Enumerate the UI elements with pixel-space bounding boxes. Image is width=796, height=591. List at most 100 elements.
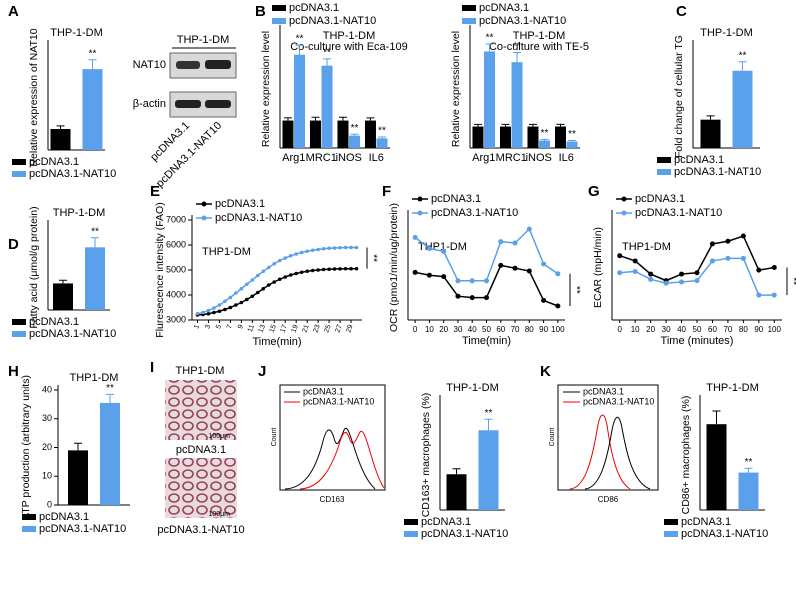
point xyxy=(212,306,216,310)
point xyxy=(250,294,255,299)
error-bar xyxy=(295,44,304,55)
error-bar xyxy=(350,133,359,136)
point xyxy=(228,295,233,300)
y-axis-label: Count xyxy=(271,428,278,447)
point xyxy=(288,273,293,277)
x-tick-label: iNOS xyxy=(336,152,362,164)
annotation: ** xyxy=(568,129,576,140)
legend-swatch xyxy=(664,531,678,537)
x-tick-label: 30 xyxy=(454,325,463,334)
x-tick-label: 25 xyxy=(323,324,332,334)
point xyxy=(617,270,623,276)
error-bar xyxy=(378,136,387,139)
y-tick-label: 0 xyxy=(47,499,52,509)
x-tick-label: 20 xyxy=(439,325,448,334)
legend-swatch xyxy=(462,5,476,11)
error-bar xyxy=(106,393,114,403)
annotation: ** xyxy=(91,226,99,237)
point xyxy=(771,265,777,270)
point xyxy=(245,297,249,302)
x-tick-label: 70 xyxy=(511,325,520,334)
error-bar xyxy=(568,139,577,142)
error-bar xyxy=(56,125,65,129)
legend-label: pcDNA3.1 xyxy=(29,156,79,168)
bar xyxy=(527,126,539,148)
x-tick-label: 40 xyxy=(468,325,477,334)
annotation: ** xyxy=(739,50,747,61)
point xyxy=(239,300,244,305)
panel-letter: A xyxy=(8,3,19,20)
annotation: ** xyxy=(570,286,581,294)
scale-bar: 100μm xyxy=(208,511,230,518)
x-tick-label: 20 xyxy=(646,325,655,334)
point xyxy=(541,261,547,267)
error-bar xyxy=(59,279,67,284)
point xyxy=(272,261,277,266)
x-tick-label: 30 xyxy=(662,325,671,334)
bar xyxy=(732,70,753,148)
panel-letter: K xyxy=(540,363,551,380)
x-axis-label: Time(min) xyxy=(252,336,301,348)
error-bar xyxy=(473,123,482,127)
legend-label: pcDNA3.1-NAT10 xyxy=(215,212,302,224)
bar xyxy=(484,51,496,148)
point xyxy=(316,247,320,252)
legend-label: pcDNA3.1 xyxy=(635,193,685,205)
x-tick-label: 0 xyxy=(413,325,418,334)
x-tick-label: iNOS xyxy=(526,152,552,164)
point xyxy=(663,280,669,286)
flow-histogram: J pcDNA3.1 pcDNA3.1-NAT10 CD163 Count xyxy=(258,363,386,504)
y-axis-label: Count xyxy=(549,428,556,447)
point xyxy=(332,267,337,271)
x-tick-label: 5 xyxy=(215,324,223,330)
chart-label: THP1-DM xyxy=(202,246,251,258)
x-tick-label: MRC1 xyxy=(496,152,527,164)
x-tick-label: 100 xyxy=(768,325,782,334)
y-tick-label: 6000 xyxy=(166,239,186,249)
y-tick-label: 4000 xyxy=(166,289,186,299)
error-bar xyxy=(744,467,753,473)
point xyxy=(212,310,216,315)
x-tick-label: 17 xyxy=(280,324,289,334)
error-bar xyxy=(452,468,461,475)
band xyxy=(205,60,231,69)
chart-subtitle: Co-culture with TE-5 xyxy=(489,41,589,53)
point xyxy=(234,291,238,295)
legend-swatch xyxy=(404,531,418,537)
legend-swatch xyxy=(12,159,26,165)
x-tick-label: 9 xyxy=(237,324,245,330)
micrograph-title: THP1-DM xyxy=(176,365,225,377)
legend-label: pcDNA3.1 xyxy=(681,516,731,528)
micrograph-label: pcDNA3.1 xyxy=(176,444,226,456)
error-bar xyxy=(484,418,493,431)
x-tick-label: 29 xyxy=(345,324,354,334)
annotation: ** xyxy=(89,48,97,59)
annotation: ** xyxy=(787,277,796,285)
legend-swatch xyxy=(462,18,476,24)
x-tick-label: 100 xyxy=(551,325,565,334)
panel-letter: J xyxy=(258,363,266,380)
legend-label: pcDNA3.1 xyxy=(674,154,724,166)
legend-swatch xyxy=(404,519,418,525)
error-bar xyxy=(501,123,510,127)
point xyxy=(771,292,777,298)
flow-curve xyxy=(299,430,385,490)
line xyxy=(619,257,775,296)
x-tick-label: 10 xyxy=(425,325,434,334)
legend-swatch xyxy=(657,169,671,175)
legend-label: pcDNA3.1 xyxy=(215,198,265,210)
point xyxy=(455,293,461,299)
point xyxy=(305,269,309,274)
error-bar xyxy=(366,117,375,121)
band-label: β-actin xyxy=(133,98,166,110)
point xyxy=(679,271,685,277)
x-tick-label: 11 xyxy=(247,324,256,333)
band xyxy=(205,100,231,108)
bar xyxy=(282,120,294,148)
point xyxy=(239,286,244,291)
chart-title: THP-1-DM xyxy=(513,30,566,42)
y-axis-label: ECAR (mpH/min) xyxy=(592,227,604,308)
point xyxy=(234,303,238,307)
point xyxy=(261,269,266,274)
legend-swatch xyxy=(621,210,627,216)
